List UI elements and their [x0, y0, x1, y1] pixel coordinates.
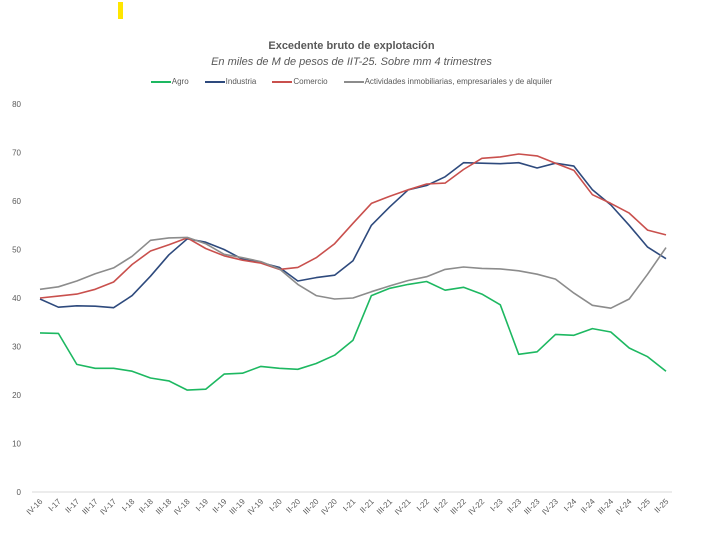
- x-tick-label: II-23: [505, 497, 523, 515]
- x-tick-label: IV-23: [540, 497, 560, 517]
- x-tick-label: I-24: [562, 497, 579, 514]
- series-line-agro: [39, 280, 667, 391]
- x-tick-label: IV-21: [393, 497, 413, 517]
- x-tick-label: III-22: [449, 497, 469, 517]
- chart-subtitle: En miles de M de pesos de IIT-25. Sobre …: [211, 56, 492, 68]
- legend-label: Industria: [225, 77, 257, 86]
- x-tick-label: III-19: [228, 497, 248, 517]
- legend-item-comercio: Comercio: [272, 77, 328, 86]
- x-tick-label: III-23: [522, 497, 542, 517]
- legend-label: Comercio: [293, 77, 328, 86]
- x-tick-label: III-17: [80, 497, 100, 517]
- x-tick-label: IV-17: [98, 497, 118, 517]
- x-tick-label: III-20: [301, 497, 321, 517]
- x-tick-label: I-20: [268, 497, 285, 514]
- x-tick-label: IV-20: [319, 497, 339, 517]
- x-tick-label: II-18: [137, 497, 155, 515]
- legend: Agro Industria Comercio Actividades inmo…: [0, 77, 703, 86]
- legend-swatch: [204, 80, 225, 83]
- x-tick-label: III-21: [375, 497, 395, 517]
- yellow-marker: [118, 2, 123, 19]
- x-tick-label: II-22: [432, 497, 450, 515]
- x-tick-label: III-24: [596, 497, 616, 517]
- x-tick-label: I-17: [47, 497, 64, 514]
- x-tick-label: II-21: [358, 497, 376, 515]
- series-line-industria: [39, 161, 667, 309]
- y-tick-label: 0: [17, 488, 22, 497]
- x-tick-label: III-18: [154, 497, 174, 517]
- chart-title: Excedente bruto de explotación: [268, 40, 435, 52]
- x-tick-label: I-19: [194, 497, 211, 514]
- x-tick-label: I-18: [120, 497, 137, 514]
- legend-label: Actividades inmobiliarias, empresariales…: [364, 77, 553, 86]
- x-tick-label: II-17: [64, 497, 82, 515]
- legend-item-industria: Industria: [204, 77, 257, 86]
- x-tick-label: IV-22: [467, 497, 487, 517]
- series-line-actividades: [39, 236, 667, 310]
- legend-swatch: [150, 80, 171, 83]
- legend-swatch: [272, 80, 293, 83]
- x-tick-label: I-23: [489, 497, 506, 514]
- y-tick-label: 50: [12, 246, 21, 255]
- x-tick-label: IV-19: [246, 497, 266, 517]
- x-tick-label: II-25: [653, 497, 671, 515]
- y-tick-label: 30: [12, 343, 21, 352]
- y-tick-label: 40: [12, 294, 21, 303]
- y-tick-label: 60: [12, 197, 21, 206]
- legend-item-agro: Agro: [150, 77, 189, 86]
- x-tick-label: II-20: [284, 497, 302, 515]
- y-tick-label: 80: [12, 100, 21, 109]
- legend-item-actividades: Actividades inmobiliarias, empresariales…: [343, 77, 553, 86]
- x-tick-label: II-19: [211, 497, 229, 515]
- x-tick-label: IV-24: [614, 497, 634, 517]
- legend-swatch: [343, 80, 364, 83]
- x-tick-label: IV-18: [172, 497, 192, 517]
- x-tick-label: I-22: [415, 497, 432, 514]
- y-tick-label: 10: [12, 440, 21, 449]
- x-tick-label: I-25: [636, 497, 653, 514]
- y-tick-label: 70: [12, 149, 21, 158]
- x-tick-label: II-24: [579, 497, 597, 515]
- series-line-comercio: [39, 153, 667, 299]
- y-tick-label: 20: [12, 391, 21, 400]
- x-tick-label: IV-16: [25, 497, 45, 517]
- legend-label: Agro: [171, 77, 189, 86]
- x-tick-label: I-21: [341, 497, 358, 514]
